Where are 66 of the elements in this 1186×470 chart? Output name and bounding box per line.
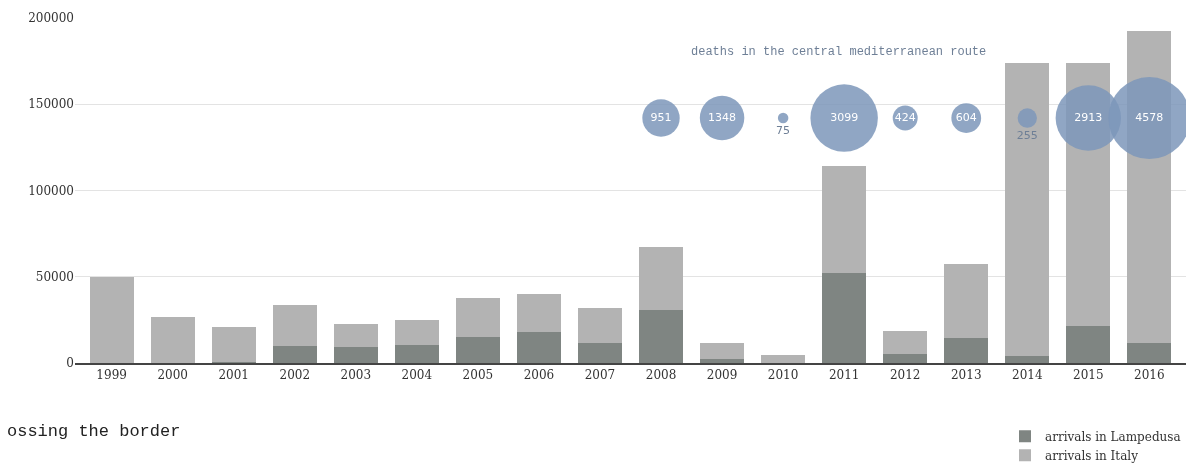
bar <box>211 326 256 363</box>
bar <box>333 323 378 348</box>
x-tick-label: 2002 <box>279 368 311 383</box>
bar <box>1127 343 1172 363</box>
y-tick-label: 150000 <box>28 97 74 112</box>
x-tick-label: 2012 <box>889 368 921 383</box>
x-tick-label: 2006 <box>523 368 555 383</box>
bar <box>272 305 317 346</box>
x-tick-label: 2000 <box>157 368 188 383</box>
bar <box>333 347 378 363</box>
bar <box>1005 355 1050 363</box>
data-label: 255 <box>1016 129 1038 143</box>
x-tick-label: 2007 <box>584 368 616 383</box>
text: ossing the border <box>7 422 181 441</box>
y-tick-label: 100000 <box>28 183 74 198</box>
bar <box>944 263 989 338</box>
data-label: 4578 <box>1135 110 1164 124</box>
y-tick-label: 50000 <box>35 269 74 284</box>
bar <box>394 320 439 345</box>
data-label: 75 <box>776 123 791 137</box>
bar <box>944 337 989 363</box>
annotation: deaths in the central mediterranean route <box>691 45 987 59</box>
bar <box>761 354 806 363</box>
bar <box>639 246 683 310</box>
x-tick-label: 2011 <box>828 368 860 383</box>
x-tick-label: 2009 <box>706 368 738 383</box>
bar <box>516 331 561 363</box>
legend-label: arrivals in Lampedusa <box>1045 429 1181 444</box>
y-tick-label: 0 <box>66 356 74 371</box>
x-tick-label: 2004 <box>401 368 433 383</box>
bar <box>455 337 500 363</box>
x-tick-label: 1999 <box>96 368 127 383</box>
bar <box>272 345 317 363</box>
x-tick-label: 2010 <box>767 368 799 383</box>
data-label: 424 <box>894 110 916 124</box>
bar <box>455 298 500 338</box>
bar <box>150 316 195 363</box>
bar <box>516 294 561 332</box>
data-label: 3099 <box>830 110 859 124</box>
x-tick-label: 2008 <box>645 368 677 383</box>
bar <box>883 354 928 363</box>
data-label: 1348 <box>708 110 737 124</box>
bar <box>578 343 622 363</box>
bar <box>89 276 134 363</box>
legend-label: arrivals in Italy <box>1045 448 1139 463</box>
x-tick-label: 2016 <box>1134 368 1165 383</box>
x-tick-label: 2003 <box>340 368 372 383</box>
bar <box>578 308 622 344</box>
bar <box>822 165 867 274</box>
data-label: 2913 <box>1074 110 1103 124</box>
y-tick-label: 200000 <box>28 11 74 26</box>
bar <box>1066 326 1111 363</box>
x-tick-label: 2015 <box>1073 368 1104 383</box>
bar <box>883 330 928 355</box>
bar <box>700 359 745 363</box>
data-label: 604 <box>955 110 977 124</box>
bar <box>639 309 683 363</box>
x-tick-label: 2014 <box>1012 368 1043 383</box>
x-tick-label: 2013 <box>950 368 982 383</box>
x-tick-label: 2005 <box>462 368 494 383</box>
bar <box>394 344 439 363</box>
bar <box>700 342 745 360</box>
x-tick-label: 2001 <box>218 368 249 383</box>
data-label: 951 <box>650 110 672 124</box>
bar <box>1005 62 1050 356</box>
bar <box>822 273 867 363</box>
